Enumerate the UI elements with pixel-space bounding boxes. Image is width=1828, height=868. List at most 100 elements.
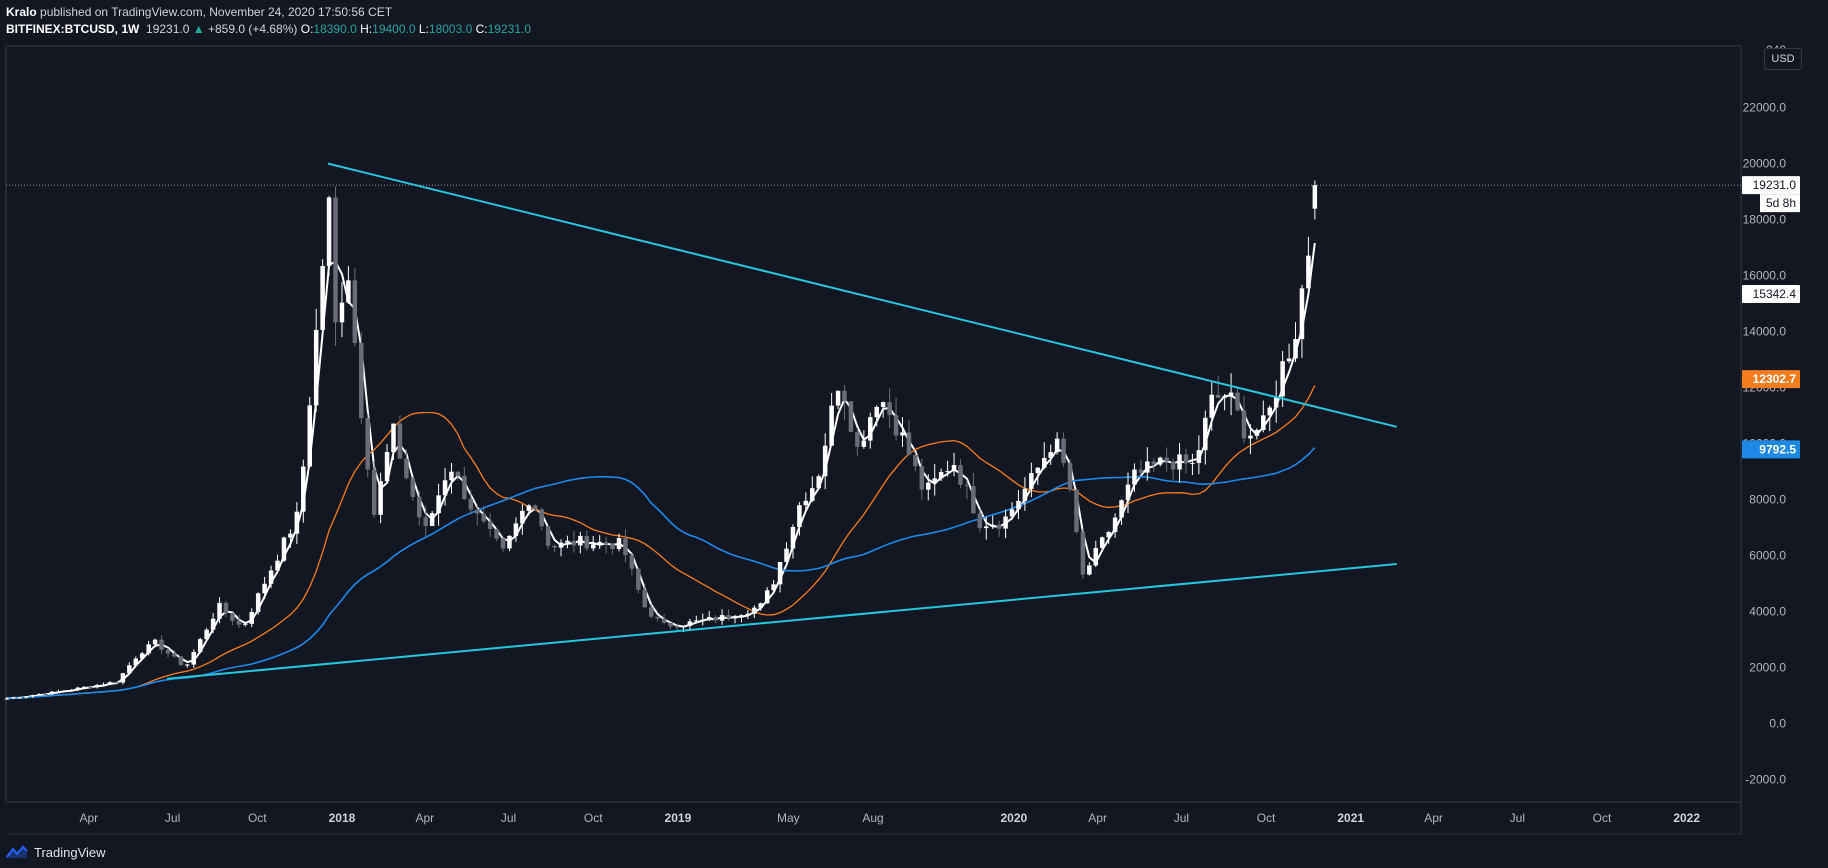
candle — [429, 511, 435, 527]
close-value: 19231.0 — [487, 22, 532, 36]
candle-body — [101, 684, 106, 686]
candle — [848, 400, 854, 433]
candle-body — [674, 626, 680, 628]
candle-body — [1209, 394, 1215, 418]
candle-body — [668, 622, 673, 627]
price-tick-label: 14000.0 — [1743, 325, 1787, 339]
candle-body — [1119, 500, 1124, 518]
candle-body — [1164, 457, 1169, 462]
candle — [1203, 410, 1208, 465]
candle-body — [1248, 435, 1253, 439]
candle — [339, 282, 345, 338]
candle-body — [990, 524, 995, 527]
candle-body — [771, 584, 776, 591]
candle-body — [268, 570, 274, 584]
candle-body — [1299, 288, 1305, 340]
candle — [545, 525, 551, 550]
candle — [1312, 180, 1318, 220]
time-tick-label: May — [777, 811, 800, 825]
candle-body — [462, 475, 467, 500]
candle-body — [49, 691, 55, 695]
candle-body — [23, 696, 29, 698]
candle — [1054, 432, 1060, 455]
candle-body — [1054, 438, 1060, 453]
candle-body — [359, 342, 364, 419]
candle-body — [371, 469, 377, 515]
candle-body — [777, 561, 783, 585]
candle — [1106, 530, 1111, 544]
candle-body — [1261, 415, 1266, 431]
candle-body — [996, 524, 1002, 529]
price-axis[interactable]: -2000.00.02000.04000.06000.08000.010000.… — [1743, 43, 1787, 787]
candle — [964, 480, 970, 500]
candle — [1177, 442, 1182, 483]
countdown-bg — [1760, 194, 1800, 213]
candle — [230, 612, 235, 626]
candle-body — [552, 545, 557, 548]
candle-body — [185, 664, 190, 666]
candle — [1196, 435, 1202, 475]
candle — [139, 651, 145, 660]
candle — [822, 433, 828, 490]
candle — [874, 405, 879, 427]
candle-body — [1048, 452, 1053, 458]
candle — [816, 474, 821, 489]
candle — [777, 561, 783, 593]
candle-body — [165, 649, 171, 654]
candle-body — [584, 535, 590, 549]
ma-mid-line — [6, 385, 1316, 700]
candle-body — [191, 651, 197, 665]
candle-body — [1222, 395, 1227, 398]
symbol-label[interactable]: BITFINEX:BTCUSD, 1W — [6, 22, 140, 36]
candle — [558, 539, 564, 557]
candle — [578, 531, 583, 554]
trendlines[interactable] — [166, 162, 1398, 680]
moving-averages — [6, 242, 1316, 700]
candle — [481, 506, 486, 524]
price-label: 9792.5 — [1742, 440, 1800, 459]
candle-body — [758, 603, 764, 608]
candle-body — [230, 613, 235, 621]
candle — [1215, 375, 1221, 398]
candle — [1254, 428, 1260, 440]
candle — [1151, 457, 1157, 473]
candle — [532, 504, 538, 512]
candle — [313, 308, 319, 412]
candle-body — [874, 406, 879, 418]
candle — [197, 637, 203, 654]
time-tick-label: Apr — [79, 811, 98, 825]
currency-button[interactable]: USD — [1764, 48, 1802, 70]
candle — [1022, 477, 1028, 511]
candle — [938, 468, 944, 481]
candle — [75, 686, 81, 692]
candle-body — [964, 484, 970, 487]
candle — [900, 416, 905, 447]
time-tick-label: Apr — [415, 811, 434, 825]
candle-body — [339, 302, 345, 323]
candle — [88, 686, 93, 689]
candle-body — [1022, 488, 1028, 501]
candle-body — [378, 481, 383, 515]
candle — [868, 412, 873, 449]
resistance-trendline[interactable] — [327, 162, 1398, 428]
candle — [1099, 536, 1105, 550]
support-trendline[interactable] — [166, 563, 1397, 680]
candle — [1235, 387, 1240, 412]
time-tick-label: 2021 — [1337, 811, 1364, 825]
candle — [507, 535, 512, 552]
candle-body — [977, 513, 983, 529]
candle-body — [932, 478, 937, 483]
tradingview-brand[interactable]: TradingView — [6, 842, 106, 862]
candle-body — [945, 471, 950, 473]
candle — [552, 544, 557, 552]
candle — [893, 397, 899, 441]
candle — [49, 691, 55, 695]
candle — [1035, 467, 1041, 485]
candle — [590, 535, 596, 552]
candle — [520, 504, 525, 535]
candle-body — [1215, 394, 1221, 398]
time-axis[interactable]: Apr Jul Oct 2018 Apr Jul Oct 2019 May Aug 2020 Apr J… — [79, 811, 1700, 825]
author-name[interactable]: Kralo — [6, 5, 37, 19]
candle — [945, 460, 950, 477]
